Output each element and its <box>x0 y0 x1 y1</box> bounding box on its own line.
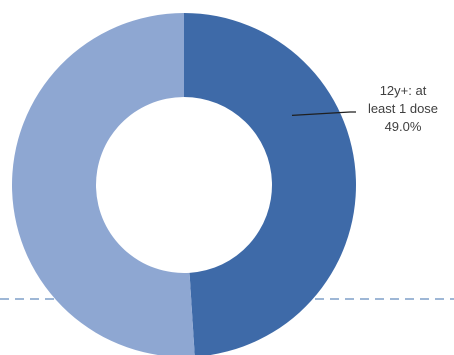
slice-label-line-2: 49.0% <box>385 119 422 134</box>
slice-label-leader-line <box>291 111 356 117</box>
slice-label-line-0: 12y+: at <box>380 83 427 98</box>
slice-label-line-1: least 1 dose <box>368 101 438 116</box>
donut-slices <box>12 13 357 355</box>
donut-slice-1 <box>12 13 195 355</box>
slice-data-label: 12y+: at least 1 dose 49.0% <box>368 83 438 134</box>
slice-labels: 12y+: at least 1 dose 49.0% <box>291 83 438 134</box>
donut-slice-0 <box>184 13 357 355</box>
